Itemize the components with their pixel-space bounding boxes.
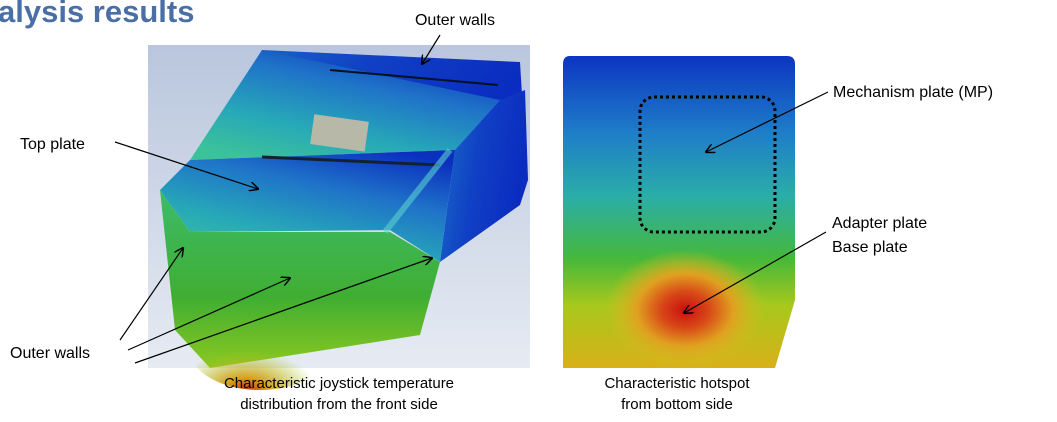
caption: Characteristic hotspot [604,375,750,392]
label: Mechanism plate (MP) [833,84,993,101]
caption: from bottom side [621,396,733,413]
label: Outer walls [10,345,90,362]
label: Base plate [832,239,908,256]
label: Adapter plate [832,215,927,232]
slide: alysis results Outer walls Top plate Out… [0,0,1057,417]
slide-title: alysis results [0,0,194,29]
label: Top plate [20,136,85,153]
label: Outer walls [415,12,495,29]
page: alysis results Outer walls Top plate Out… [0,0,1057,417]
caption: Characteristic joystick temperature [224,375,454,392]
bottom-hotspot-image [563,56,795,370]
caption: distribution from the front side [240,396,438,413]
